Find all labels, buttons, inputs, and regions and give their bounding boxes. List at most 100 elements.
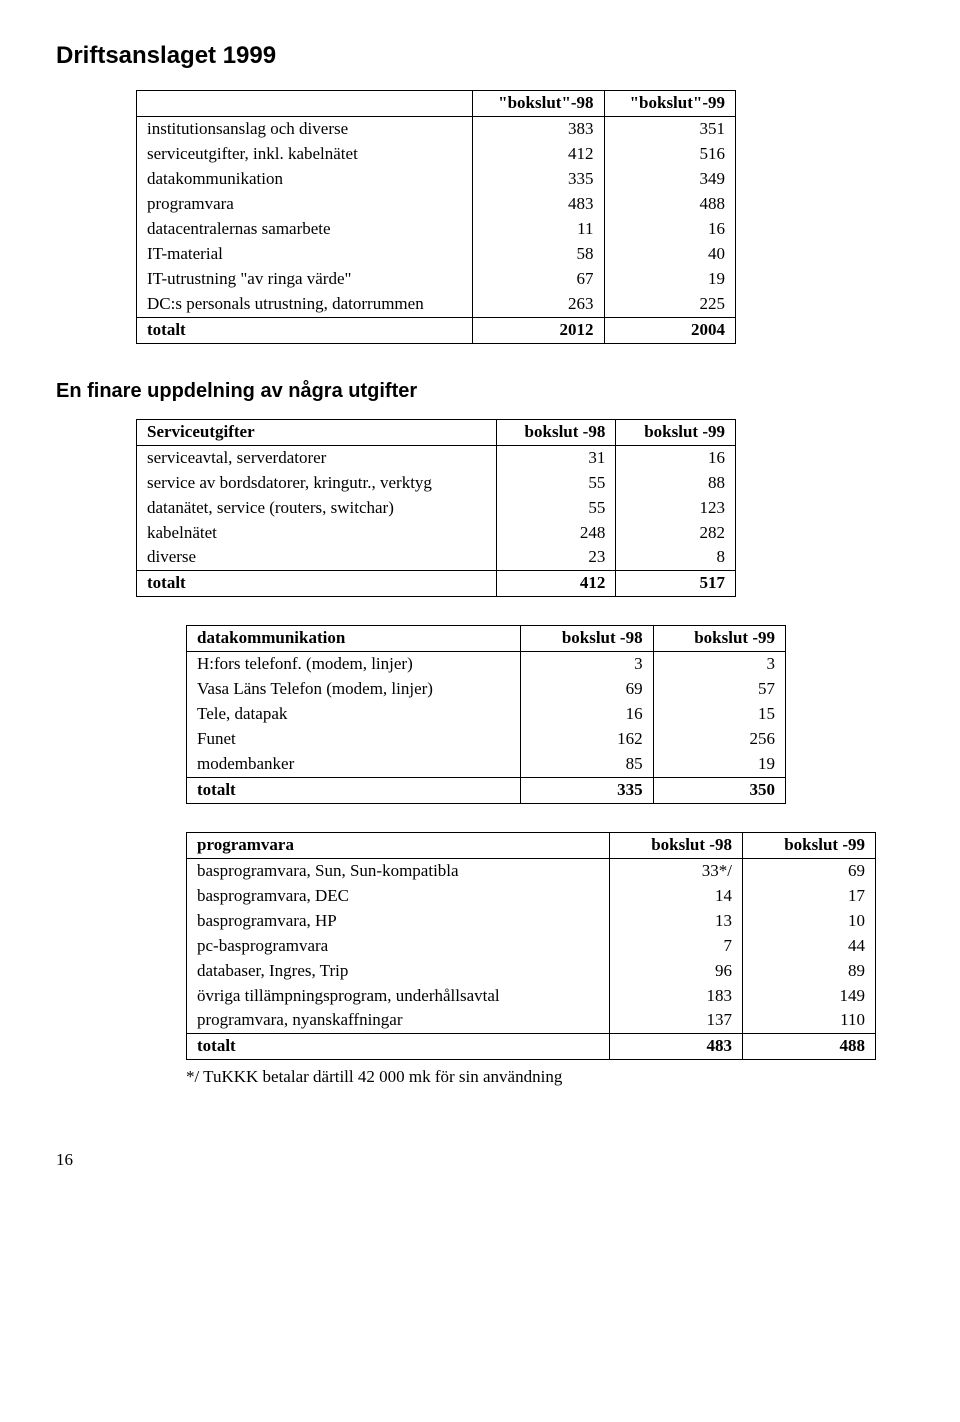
table-row: Vasa Läns Telefon (modem, linjer)6957 (187, 677, 786, 702)
cell-b99: 19 (604, 267, 735, 292)
table-row: övriga tillämpningsprogram, underhållsav… (187, 984, 876, 1009)
cell-label: programvara, nyanskaffningar (187, 1008, 610, 1033)
total-label: totalt (187, 777, 521, 803)
cell-label: datacentralernas samarbete (137, 217, 473, 242)
cell-b99: 88 (616, 471, 736, 496)
table-programvara: programvara bokslut -98 bokslut -99 basp… (186, 832, 876, 1060)
cell-label: institutionsanslag och diverse (137, 117, 473, 142)
table-serviceutgifter: Serviceutgifter bokslut -98 bokslut -99 … (136, 419, 736, 598)
cell-b98: 13 (609, 909, 742, 934)
cell-b98: 11 (473, 217, 604, 242)
cell-b98: 3 (521, 652, 653, 677)
cell-b98: 33*/ (609, 858, 742, 883)
table-driftsanslag: "bokslut"-98 "bokslut"-99 institutionsan… (136, 90, 736, 343)
col-b98: "bokslut"-98 (473, 91, 604, 117)
cell-b99: 57 (653, 677, 785, 702)
cell-b98: 96 (609, 959, 742, 984)
table-row: H:fors telefonf. (modem, linjer)33 (187, 652, 786, 677)
cell-b99: 69 (742, 858, 875, 883)
cell-label: modembanker (187, 752, 521, 777)
cell-b99: 351 (604, 117, 735, 142)
total-label: totalt (137, 317, 473, 343)
cell-label: IT-utrustning "av ringa värde" (137, 267, 473, 292)
table-row: datanätet, service (routers, switchar)55… (137, 496, 736, 521)
table-row: programvara483488 (137, 192, 736, 217)
table-row: service av bordsdatorer, kringutr., verk… (137, 471, 736, 496)
table-row: DC:s personals utrustning, datorrummen26… (137, 292, 736, 317)
col-header-label: programvara (187, 832, 610, 858)
total-b99: 488 (742, 1034, 875, 1060)
cell-b99: 15 (653, 702, 785, 727)
cell-b99: 40 (604, 242, 735, 267)
cell-label: basprogramvara, Sun, Sun-kompatibla (187, 858, 610, 883)
table-row: kabelnätet248282 (137, 521, 736, 546)
page-title: Driftsanslaget 1999 (56, 40, 904, 72)
total-b99: 2004 (604, 317, 735, 343)
total-label: totalt (187, 1034, 610, 1060)
cell-label: basprogramvara, DEC (187, 884, 610, 909)
cell-b98: 137 (609, 1008, 742, 1033)
col-b99: bokslut -99 (616, 419, 736, 445)
table-row: serviceavtal, serverdatorer3116 (137, 445, 736, 470)
cell-label: DC:s personals utrustning, datorrummen (137, 292, 473, 317)
col-b98: bokslut -98 (609, 832, 742, 858)
table-row: modembanker8519 (187, 752, 786, 777)
table-header-row: "bokslut"-98 "bokslut"-99 (137, 91, 736, 117)
table-datakommunikation: datakommunikation bokslut -98 bokslut -9… (186, 625, 786, 804)
cell-label: programvara (137, 192, 473, 217)
cell-b98: 248 (496, 521, 616, 546)
table-row: IT-utrustning "av ringa värde"6719 (137, 267, 736, 292)
table-header-row: programvara bokslut -98 bokslut -99 (187, 832, 876, 858)
cell-b98: 55 (496, 471, 616, 496)
cell-label: basprogramvara, HP (187, 909, 610, 934)
cell-b99: 349 (604, 167, 735, 192)
cell-b98: 263 (473, 292, 604, 317)
cell-b99: 110 (742, 1008, 875, 1033)
cell-b98: 69 (521, 677, 653, 702)
cell-label: IT-material (137, 242, 473, 267)
cell-b98: 14 (609, 884, 742, 909)
col-b99: bokslut -99 (653, 626, 785, 652)
cell-label: övriga tillämpningsprogram, underhållsav… (187, 984, 610, 1009)
page-number: 16 (56, 1149, 904, 1172)
table-row: programvara, nyanskaffningar137110 (187, 1008, 876, 1033)
cell-b98: 31 (496, 445, 616, 470)
cell-b98: 16 (521, 702, 653, 727)
cell-label: serviceutgifter, inkl. kabelnätet (137, 142, 473, 167)
table-row: diverse238 (137, 545, 736, 570)
cell-b99: 516 (604, 142, 735, 167)
cell-b98: 23 (496, 545, 616, 570)
cell-label: Vasa Läns Telefon (modem, linjer) (187, 677, 521, 702)
cell-b99: 8 (616, 545, 736, 570)
table-row: Funet162256 (187, 727, 786, 752)
total-b98: 335 (521, 777, 653, 803)
cell-b99: 44 (742, 934, 875, 959)
cell-b98: 67 (473, 267, 604, 292)
table-row: basprogramvara, Sun, Sun-kompatibla33*/6… (187, 858, 876, 883)
cell-b99: 256 (653, 727, 785, 752)
cell-label: diverse (137, 545, 497, 570)
col-b98: bokslut -98 (521, 626, 653, 652)
cell-b99: 3 (653, 652, 785, 677)
table-header-row: Serviceutgifter bokslut -98 bokslut -99 (137, 419, 736, 445)
cell-label: datakommunikation (137, 167, 473, 192)
cell-b99: 282 (616, 521, 736, 546)
table-total-row: totalt 2012 2004 (137, 317, 736, 343)
table-row: basprogramvara, HP1310 (187, 909, 876, 934)
total-b99: 350 (653, 777, 785, 803)
col-header-label: Serviceutgifter (137, 419, 497, 445)
cell-b99: 10 (742, 909, 875, 934)
table-total-row: totalt 335 350 (187, 777, 786, 803)
cell-b98: 335 (473, 167, 604, 192)
table-row: datacentralernas samarbete1116 (137, 217, 736, 242)
cell-b98: 483 (473, 192, 604, 217)
table-total-row: totalt 412 517 (137, 571, 736, 597)
total-label: totalt (137, 571, 497, 597)
total-b98: 483 (609, 1034, 742, 1060)
table-row: datakommunikation335349 (137, 167, 736, 192)
col-header-label: datakommunikation (187, 626, 521, 652)
cell-label: Tele, datapak (187, 702, 521, 727)
col-b99: "bokslut"-99 (604, 91, 735, 117)
section-title: En finare uppdelning av några utgifter (56, 378, 904, 405)
table-row: serviceutgifter, inkl. kabelnätet412516 (137, 142, 736, 167)
